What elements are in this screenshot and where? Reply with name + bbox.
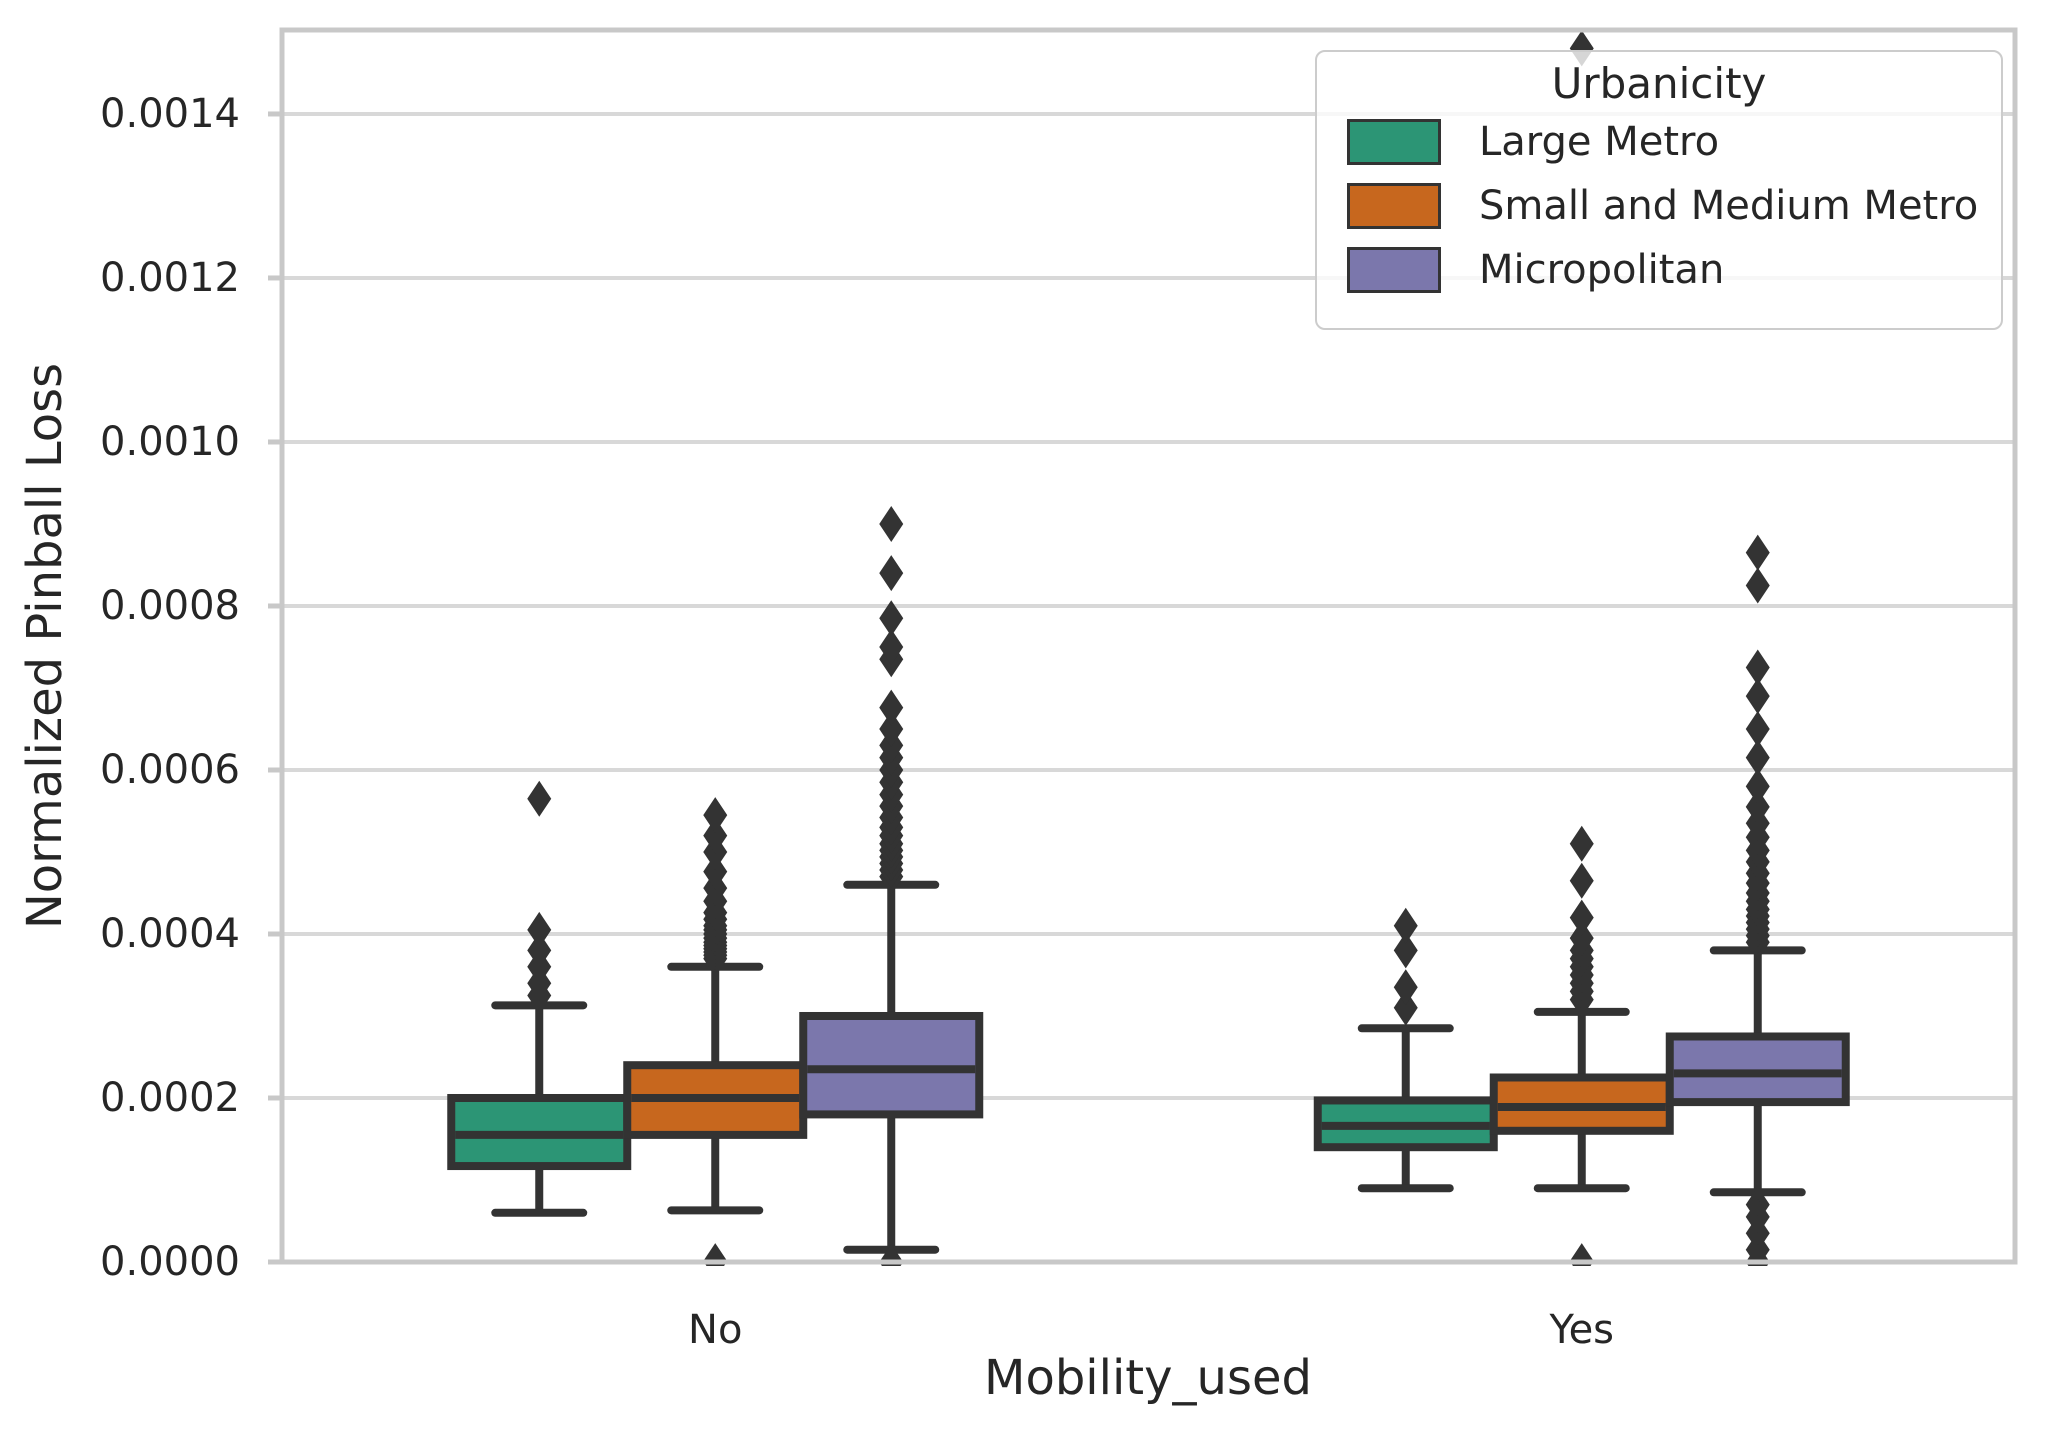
plot-elements	[447, 30, 1850, 1266]
x-tick-label: No	[688, 1307, 742, 1353]
outlier-marker	[879, 555, 904, 592]
y-tick-label: 0.0002	[100, 1075, 240, 1121]
outlier-marker	[1569, 920, 1594, 957]
legend-item-label: Small and Medium Metro	[1479, 183, 1979, 229]
outlier-marker	[1745, 649, 1770, 686]
outlier-marker	[1745, 678, 1770, 715]
outlier-marker	[879, 689, 904, 726]
legend-swatch-icon	[1347, 247, 1441, 293]
outlier-marker	[1569, 899, 1594, 936]
legend-item: Micropolitan	[1317, 238, 2001, 302]
outlier-marker	[879, 600, 904, 637]
outlier-marker	[1393, 989, 1418, 1026]
outlier-marker	[1393, 907, 1418, 944]
outlier-marker	[1745, 788, 1770, 825]
box-no-2	[799, 1011, 984, 1119]
legend-item: Small and Medium Metro	[1317, 174, 2001, 238]
box-yes-2	[1665, 1032, 1850, 1107]
legend-item-label: Micropolitan	[1479, 247, 1725, 293]
outlier-marker	[1569, 862, 1594, 899]
y-tick-label: 0.0004	[100, 911, 240, 957]
y-tick-label: 0.0000	[100, 1239, 240, 1285]
outlier-marker	[703, 817, 728, 854]
y-tick-label: 0.0012	[100, 255, 240, 301]
legend-title: Urbanicity	[1551, 59, 1767, 108]
outlier-marker	[703, 797, 728, 834]
outlier-marker	[527, 932, 552, 969]
legend-item-label: Large Metro	[1479, 119, 1720, 165]
outlier-marker	[1745, 710, 1770, 747]
outlier-marker	[703, 853, 728, 890]
outlier-marker	[1569, 825, 1594, 862]
outlier-marker	[527, 780, 552, 817]
legend: Urbanicity Large Metro Small and Medium M…	[1315, 50, 2003, 330]
outlier-marker	[879, 505, 904, 542]
y-tick-label: 0.0006	[100, 747, 240, 793]
y-tick-label: 0.0008	[100, 583, 240, 629]
outlier-marker	[1745, 739, 1770, 776]
y-axis-label: Normalized Pinball Loss	[17, 362, 73, 930]
legend-swatch-icon	[1347, 119, 1441, 165]
legend-swatch-icon	[1347, 183, 1441, 229]
outlier-marker	[1393, 969, 1418, 1006]
outlier-marker	[1745, 567, 1770, 604]
y-tick-label: 0.0014	[100, 91, 240, 137]
outlier-marker	[1393, 932, 1418, 969]
outlier-marker	[879, 710, 904, 747]
outlier-marker	[1745, 768, 1770, 805]
plot-frame	[279, 27, 2018, 1265]
x-axis-label: Mobility_used	[984, 1350, 1312, 1406]
outlier-marker	[527, 911, 552, 948]
outlier-marker	[879, 628, 904, 665]
outlier-marker	[1745, 534, 1770, 571]
x-tick-label: Yes	[1548, 1307, 1614, 1353]
y-tick-label: 0.0010	[100, 419, 240, 465]
legend-item: Large Metro	[1317, 110, 2001, 174]
